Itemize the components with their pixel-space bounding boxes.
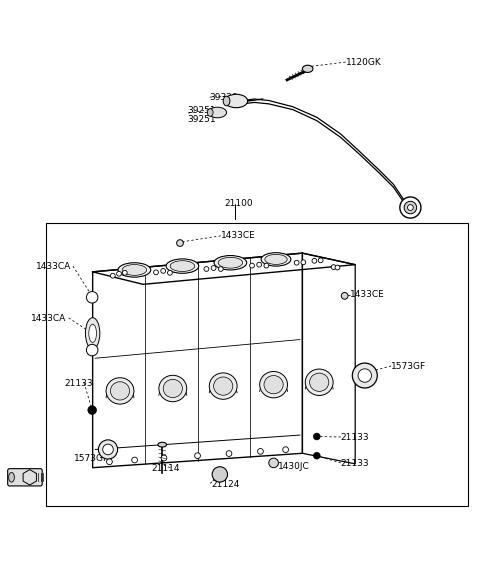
Circle shape <box>312 259 317 263</box>
Circle shape <box>264 263 269 268</box>
Ellipse shape <box>106 378 134 404</box>
Ellipse shape <box>207 109 213 116</box>
Circle shape <box>86 344 98 356</box>
Ellipse shape <box>118 263 151 277</box>
Ellipse shape <box>9 472 14 482</box>
Circle shape <box>404 201 417 214</box>
Circle shape <box>103 444 113 455</box>
Text: 1573GF: 1573GF <box>74 454 109 463</box>
Text: 21114: 21114 <box>151 464 180 473</box>
Text: 1433CA: 1433CA <box>31 314 66 323</box>
Circle shape <box>154 270 158 275</box>
Ellipse shape <box>158 442 167 447</box>
Circle shape <box>226 450 232 457</box>
Circle shape <box>313 452 320 459</box>
Circle shape <box>161 455 167 461</box>
Ellipse shape <box>214 256 247 270</box>
Circle shape <box>212 467 228 482</box>
Ellipse shape <box>159 375 187 402</box>
Text: 39320: 39320 <box>209 93 238 102</box>
Ellipse shape <box>85 318 100 349</box>
Circle shape <box>283 447 288 453</box>
Text: 94750: 94750 <box>12 473 41 483</box>
Circle shape <box>88 406 96 415</box>
Ellipse shape <box>218 257 242 268</box>
Text: 21100: 21100 <box>225 199 253 208</box>
Text: 1573GF: 1573GF <box>391 362 426 371</box>
Ellipse shape <box>265 254 287 264</box>
Circle shape <box>341 292 348 299</box>
Circle shape <box>358 369 372 382</box>
Ellipse shape <box>170 261 195 272</box>
Circle shape <box>122 270 127 275</box>
Text: 21133: 21133 <box>341 434 370 443</box>
Text: 1120GK: 1120GK <box>346 58 381 67</box>
Circle shape <box>211 265 216 270</box>
Ellipse shape <box>163 379 182 398</box>
Circle shape <box>168 270 172 275</box>
Circle shape <box>408 205 413 210</box>
Ellipse shape <box>214 377 233 395</box>
Ellipse shape <box>110 382 130 400</box>
Ellipse shape <box>260 371 288 398</box>
Circle shape <box>294 260 299 265</box>
Bar <box>46 223 468 506</box>
Ellipse shape <box>302 65 313 72</box>
Circle shape <box>313 433 320 440</box>
Circle shape <box>257 262 262 267</box>
Text: 1433CA: 1433CA <box>36 261 71 270</box>
Circle shape <box>258 448 264 454</box>
Ellipse shape <box>261 252 291 266</box>
Circle shape <box>331 265 336 269</box>
Ellipse shape <box>310 373 329 392</box>
Circle shape <box>195 453 200 458</box>
Ellipse shape <box>166 259 199 273</box>
Ellipse shape <box>225 94 248 108</box>
Ellipse shape <box>208 107 227 118</box>
Circle shape <box>204 266 209 272</box>
Circle shape <box>269 458 278 468</box>
Text: 1433CE: 1433CE <box>350 291 385 300</box>
Text: 39251: 39251 <box>187 105 216 114</box>
Circle shape <box>86 292 98 303</box>
Circle shape <box>352 363 377 388</box>
Ellipse shape <box>305 369 333 396</box>
Circle shape <box>161 269 166 273</box>
Circle shape <box>110 273 115 278</box>
Text: 39251: 39251 <box>187 114 216 124</box>
Circle shape <box>335 265 340 270</box>
Circle shape <box>107 459 112 465</box>
Ellipse shape <box>223 96 230 106</box>
Circle shape <box>301 260 306 265</box>
Text: 1430JC: 1430JC <box>278 462 310 471</box>
Text: 21124: 21124 <box>211 480 240 489</box>
FancyBboxPatch shape <box>8 468 42 486</box>
Circle shape <box>218 266 223 272</box>
Circle shape <box>400 197 421 218</box>
Circle shape <box>250 263 254 268</box>
Circle shape <box>98 440 118 459</box>
Circle shape <box>117 272 121 276</box>
Circle shape <box>132 457 137 463</box>
Ellipse shape <box>89 324 96 342</box>
Ellipse shape <box>264 375 283 394</box>
Ellipse shape <box>209 373 237 399</box>
Text: 1433CE: 1433CE <box>221 231 255 240</box>
Ellipse shape <box>122 265 147 275</box>
Circle shape <box>318 258 323 263</box>
Text: 21133: 21133 <box>65 379 94 388</box>
Circle shape <box>177 240 183 246</box>
Text: 21133: 21133 <box>341 459 370 468</box>
